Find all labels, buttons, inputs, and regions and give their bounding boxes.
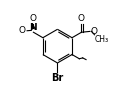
- Text: O: O: [90, 27, 97, 36]
- Text: O: O: [78, 14, 85, 23]
- Text: Br: Br: [51, 73, 64, 83]
- Text: O: O: [18, 26, 25, 35]
- Text: CH₃: CH₃: [95, 35, 109, 44]
- Text: O: O: [30, 14, 37, 23]
- Text: N: N: [30, 23, 37, 32]
